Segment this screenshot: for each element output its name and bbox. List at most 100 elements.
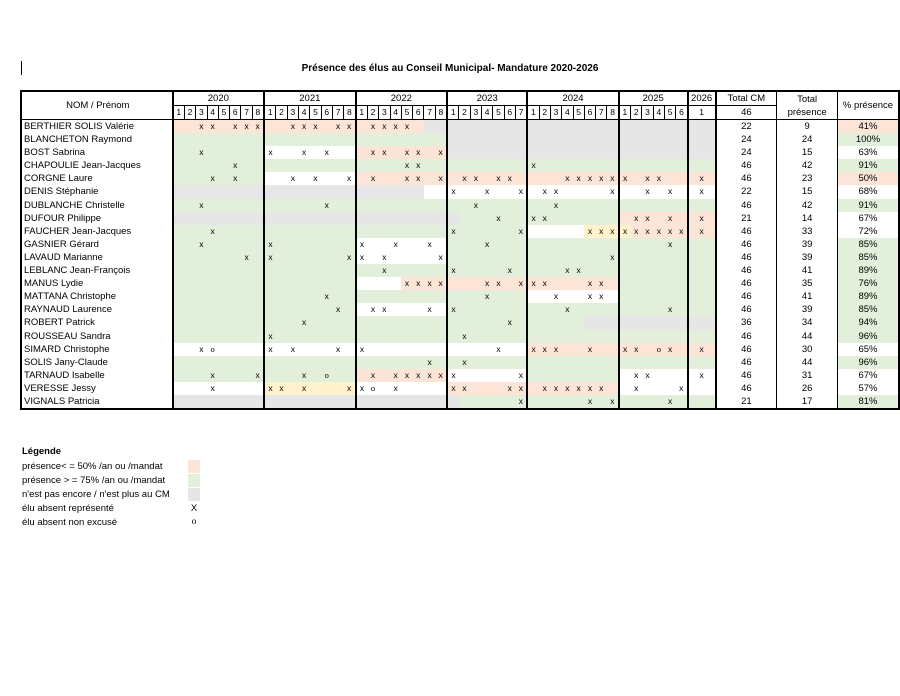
session-cell	[309, 303, 322, 317]
session-number: 3	[549, 105, 563, 120]
session-cell	[458, 277, 471, 291]
session-cell	[606, 368, 620, 382]
session-cell	[458, 316, 471, 330]
session-cell	[184, 211, 196, 225]
session-cell	[561, 237, 574, 251]
session-cell	[481, 329, 493, 343]
session-cell	[184, 381, 196, 395]
session-cell	[550, 224, 562, 238]
session-cell	[343, 290, 357, 304]
session-cell	[390, 172, 402, 186]
session-cell	[527, 381, 540, 395]
session-number: 3	[195, 105, 208, 120]
session-cell	[630, 316, 642, 330]
session-cell	[309, 159, 322, 173]
session-cell	[630, 146, 642, 160]
session-cell	[504, 185, 516, 199]
session-cell: x	[515, 381, 529, 395]
session-cell	[561, 368, 574, 382]
session-cell	[264, 172, 276, 186]
year-header: 2023	[446, 90, 529, 106]
session-cell	[218, 237, 230, 251]
session-cell	[539, 133, 551, 147]
total-cm: 46	[715, 368, 778, 382]
total-presence: 39	[776, 237, 838, 251]
session-cell	[343, 159, 357, 173]
pct-presence: 85%	[836, 237, 900, 251]
total-cm-value: 46	[715, 105, 778, 120]
table-row: TARNAUD Isabelle x x x o x x x x x x x x x x x 46 31 67%	[21, 368, 900, 382]
session-cell: x	[641, 211, 654, 225]
session-cell	[218, 159, 230, 173]
session-cell: x	[321, 198, 333, 212]
legend-item: élu absent représenté X	[22, 501, 200, 515]
pct-presence: 67%	[836, 211, 900, 225]
session-cell: x	[606, 172, 620, 186]
session-cell	[618, 290, 631, 304]
session-cell: x	[664, 224, 676, 238]
session-cell	[401, 342, 413, 356]
session-cell	[390, 159, 402, 173]
total-cm: 36	[715, 316, 778, 330]
session-cell	[172, 264, 185, 278]
session-cell	[470, 211, 482, 225]
pct-presence: 81%	[836, 394, 900, 410]
session-cell	[653, 277, 665, 291]
session-cell	[332, 133, 344, 147]
session-cell	[275, 277, 288, 291]
session-cell	[378, 329, 391, 343]
session-cell	[687, 198, 717, 212]
session-cell	[423, 172, 436, 186]
session-cell	[435, 211, 449, 225]
session-cell	[458, 250, 471, 265]
session-cell	[218, 355, 230, 369]
session-cell	[343, 224, 357, 238]
session-cell	[641, 381, 654, 395]
session-cell	[355, 303, 368, 317]
session-cell	[390, 224, 402, 238]
session-cell	[527, 290, 540, 304]
session-cell: x	[264, 342, 276, 356]
session-cell: x	[401, 146, 413, 160]
session-cell	[606, 146, 620, 160]
session-cell	[481, 159, 493, 173]
session-cell	[492, 355, 505, 369]
session-cell	[412, 355, 424, 369]
table-row: BOST Sabrina x x x x x x x x x 24 15 63%	[21, 146, 900, 160]
legend-label: présence > = 75% /an ou /mandat	[22, 474, 166, 486]
session-cell: x	[401, 277, 413, 291]
session-cell	[218, 133, 230, 147]
session-cell	[252, 381, 266, 395]
session-cell	[630, 172, 642, 186]
session-cell	[401, 355, 413, 369]
session-cell	[573, 119, 585, 134]
session-cell	[641, 342, 654, 356]
session-cell	[184, 303, 196, 317]
session-cell: x	[298, 316, 310, 330]
member-name: MANUS Lydie	[21, 277, 174, 291]
session-cell	[630, 277, 642, 291]
member-name: BERTHIER SOLIS Valérie	[21, 119, 174, 134]
session-cell: o	[321, 368, 333, 382]
session-cell: x	[527, 277, 540, 291]
session-cell	[355, 224, 368, 238]
session-cell	[584, 146, 596, 160]
session-number: 5	[309, 105, 322, 120]
session-cell	[470, 355, 482, 369]
member-name: LEBLANC Jean-François	[21, 264, 174, 278]
session-cell	[378, 237, 391, 251]
session-cell	[332, 394, 344, 410]
session-cell	[687, 119, 717, 134]
session-cell: x	[595, 290, 607, 304]
total-presence: 41	[776, 264, 838, 278]
session-cell: x	[561, 381, 574, 395]
session-cell	[550, 172, 562, 186]
session-cell	[435, 264, 449, 278]
session-cell	[423, 185, 436, 199]
session-cell	[172, 250, 185, 265]
session-cell	[378, 368, 391, 382]
session-cell	[355, 290, 368, 304]
session-cell	[481, 250, 493, 265]
total-cm: 46	[715, 237, 778, 251]
session-cell	[229, 133, 241, 147]
